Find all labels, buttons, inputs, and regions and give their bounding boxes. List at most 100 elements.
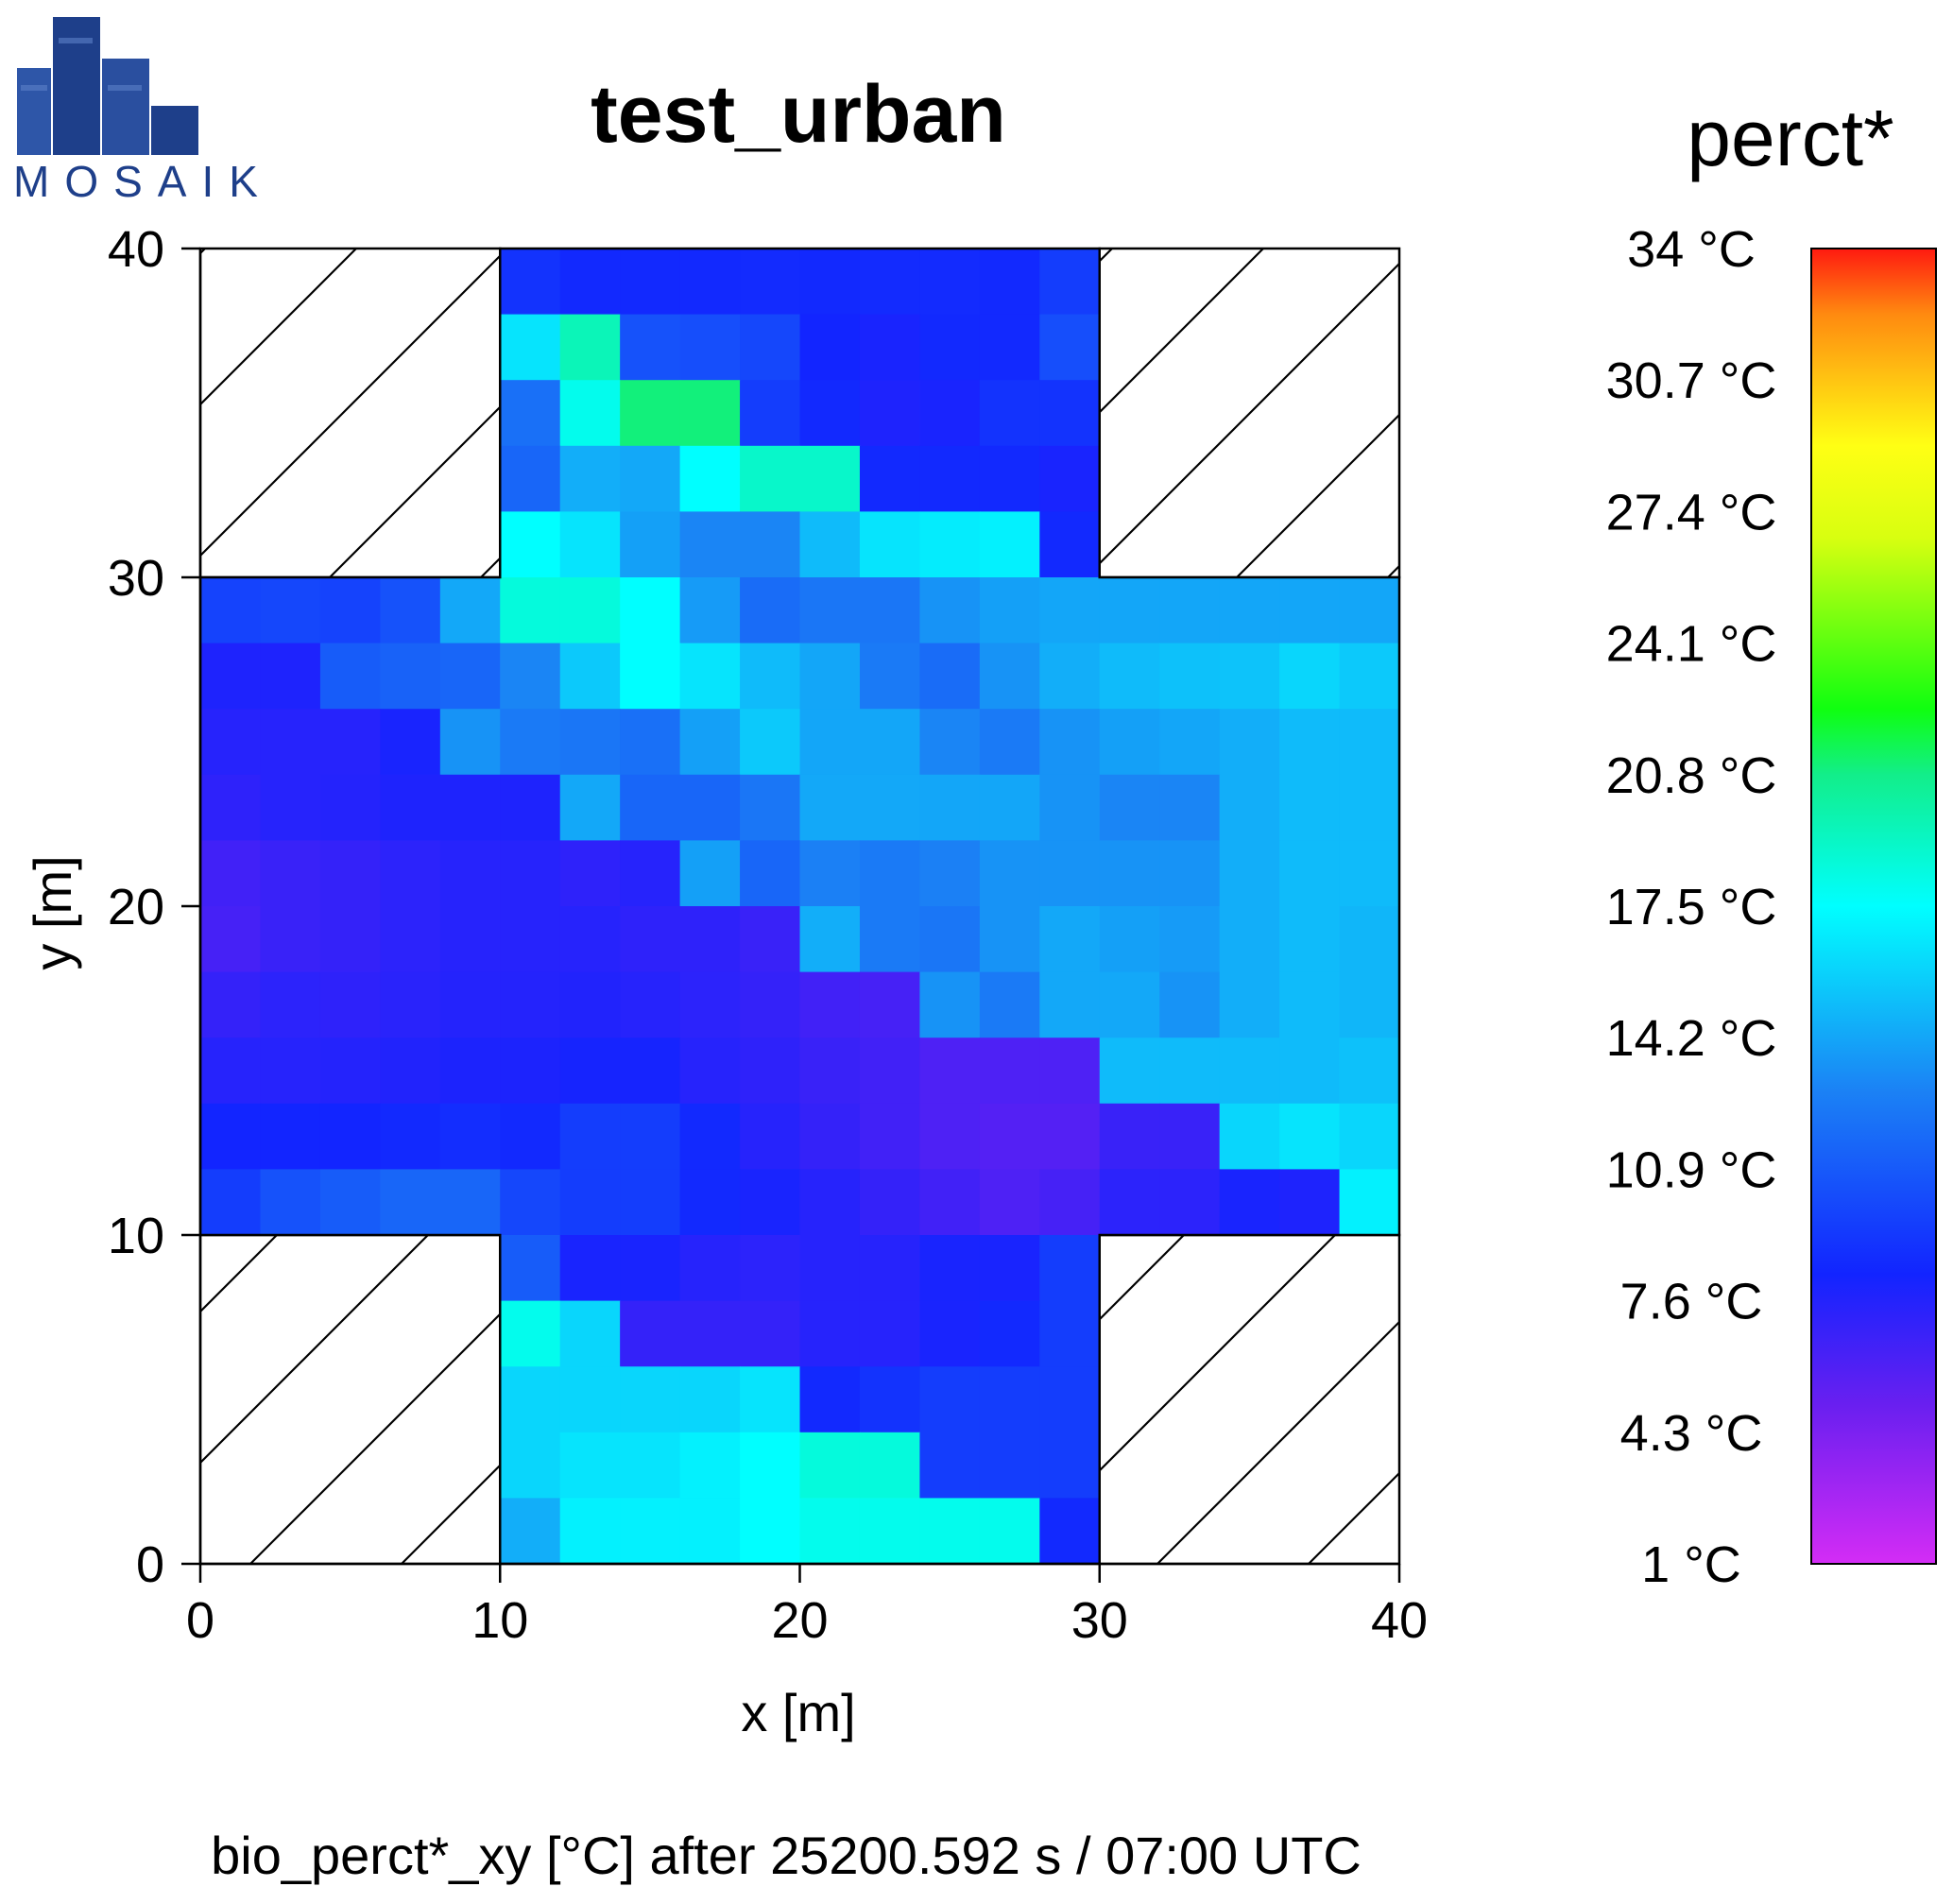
heatmap-cell: [740, 1038, 801, 1105]
heatmap-cell: [1279, 971, 1341, 1038]
heatmap-cell: [919, 709, 981, 776]
heatmap-cell: [1039, 511, 1101, 578]
heatmap-cell: [740, 971, 801, 1038]
colorbar-title: perct*: [1687, 94, 1893, 182]
heatmap-cell: [919, 1235, 981, 1302]
heatmap-cell: [979, 906, 1040, 973]
building-hatch-1: [1098, 247, 1401, 579]
heatmap-cell: [979, 1169, 1040, 1236]
heatmap-cell: [620, 906, 681, 973]
heatmap-cell: [559, 1038, 621, 1105]
heatmap-cell: [439, 709, 501, 776]
heatmap-cell: [200, 971, 262, 1038]
heatmap-cell: [799, 445, 861, 512]
colorbar-ticks: 1 °C 4.3 °C 7.6 °C 10.9 °C 14.2 °C 17.5 °C 20.…: [1606, 221, 1777, 1593]
heatmap-cell: [1339, 643, 1400, 710]
heatmap-cell: [740, 511, 801, 578]
heatmap-cell: [740, 249, 801, 316]
heatmap-cell: [200, 774, 262, 841]
heatmap-cell: [439, 906, 501, 973]
heatmap-cell: [799, 1103, 861, 1170]
heatmap-cell: [1339, 906, 1400, 973]
heatmap-cell: [679, 971, 741, 1038]
heatmap-cell: [200, 643, 262, 710]
colorbar-tick-label: 1 °C: [1641, 1536, 1741, 1593]
heatmap-cell: [620, 709, 681, 776]
heatmap-cell: [1159, 1038, 1221, 1105]
heatmap-cell: [1219, 774, 1280, 841]
plot-area: [198, 247, 1401, 1566]
heatmap-cell: [620, 1169, 681, 1236]
heatmap-cell: [1339, 1103, 1400, 1170]
heatmap-cell: [559, 511, 621, 578]
heatmap-cell: [1039, 1366, 1101, 1433]
heatmap-cell: [679, 1498, 741, 1565]
heatmap-cell: [319, 840, 381, 907]
heatmap-cell: [799, 1366, 861, 1433]
heatmap-cell: [500, 1498, 561, 1565]
heatmap-cell: [1039, 577, 1101, 644]
heatmap-cell: [1039, 1103, 1101, 1170]
heatmap-cell: [380, 577, 441, 644]
heatmap-cell: [1339, 840, 1400, 907]
x-tick-label: 0: [186, 1592, 214, 1649]
heatmap-cell: [620, 840, 681, 907]
x-tick-label: 10: [471, 1592, 528, 1649]
heatmap-cell: [919, 643, 981, 710]
heatmap-cell: [1279, 709, 1341, 776]
heatmap-cell: [919, 577, 981, 644]
heatmap-cell: [679, 380, 741, 447]
heatmap-cell: [859, 1235, 920, 1302]
heatmap-cell: [979, 577, 1040, 644]
heatmap-cell: [200, 1038, 262, 1105]
heatmap-cell: [319, 1169, 381, 1236]
heatmap-cell: [679, 1038, 741, 1105]
heatmap-cell: [1279, 1169, 1341, 1236]
heatmap-cell: [319, 1103, 381, 1170]
heatmap-cell: [1219, 971, 1280, 1038]
heatmap-cell: [319, 709, 381, 776]
heatmap-cell: [679, 577, 741, 644]
heatmap-cell: [260, 1169, 321, 1236]
heatmap-cell: [919, 774, 981, 841]
colorbar-tick-label: 17.5 °C: [1606, 879, 1777, 935]
heatmap-cell: [439, 1038, 501, 1105]
heatmap-cell: [679, 249, 741, 316]
heatmap-cell: [799, 511, 861, 578]
heatmap-cell: [1039, 445, 1101, 512]
heatmap-cell: [979, 511, 1040, 578]
heatmap-cell: [500, 249, 561, 316]
building-hatch-0: [198, 247, 502, 579]
heatmap-cell: [979, 774, 1040, 841]
heatmap-cell: [439, 577, 501, 644]
heatmap-cell: [500, 445, 561, 512]
heatmap-cell: [799, 971, 861, 1038]
heatmap-cell: [1099, 577, 1160, 644]
heatmap-cell: [740, 1432, 801, 1499]
heatmap-cell: [1279, 774, 1341, 841]
heatmap-cell: [679, 709, 741, 776]
heatmap-cell: [439, 1169, 501, 1236]
heatmap-cell: [679, 314, 741, 381]
heatmap-cells: [200, 249, 1400, 1565]
colorbar-tick-label: 10.9 °C: [1606, 1141, 1777, 1198]
heatmap-cell: [500, 380, 561, 447]
heatmap-cell: [319, 577, 381, 644]
heatmap-cell: [679, 1169, 741, 1236]
heatmap-cell: [500, 577, 561, 644]
heatmap-cell: [559, 445, 621, 512]
heatmap-cell: [859, 1103, 920, 1170]
heatmap-cell: [1099, 1103, 1160, 1170]
heatmap-cell: [500, 314, 561, 381]
heatmap-cell: [1039, 1498, 1101, 1565]
heatmap-cell: [620, 643, 681, 710]
heatmap-cell: [500, 1366, 561, 1433]
heatmap-cell: [799, 380, 861, 447]
heatmap-cell: [439, 971, 501, 1038]
x-axis-label: x [m]: [741, 1683, 855, 1742]
heatmap-cell: [1099, 906, 1160, 973]
heatmap-cell: [799, 840, 861, 907]
heatmap-cell: [380, 1038, 441, 1105]
building-hatch-3: [1098, 1233, 1401, 1566]
heatmap-cell: [620, 971, 681, 1038]
